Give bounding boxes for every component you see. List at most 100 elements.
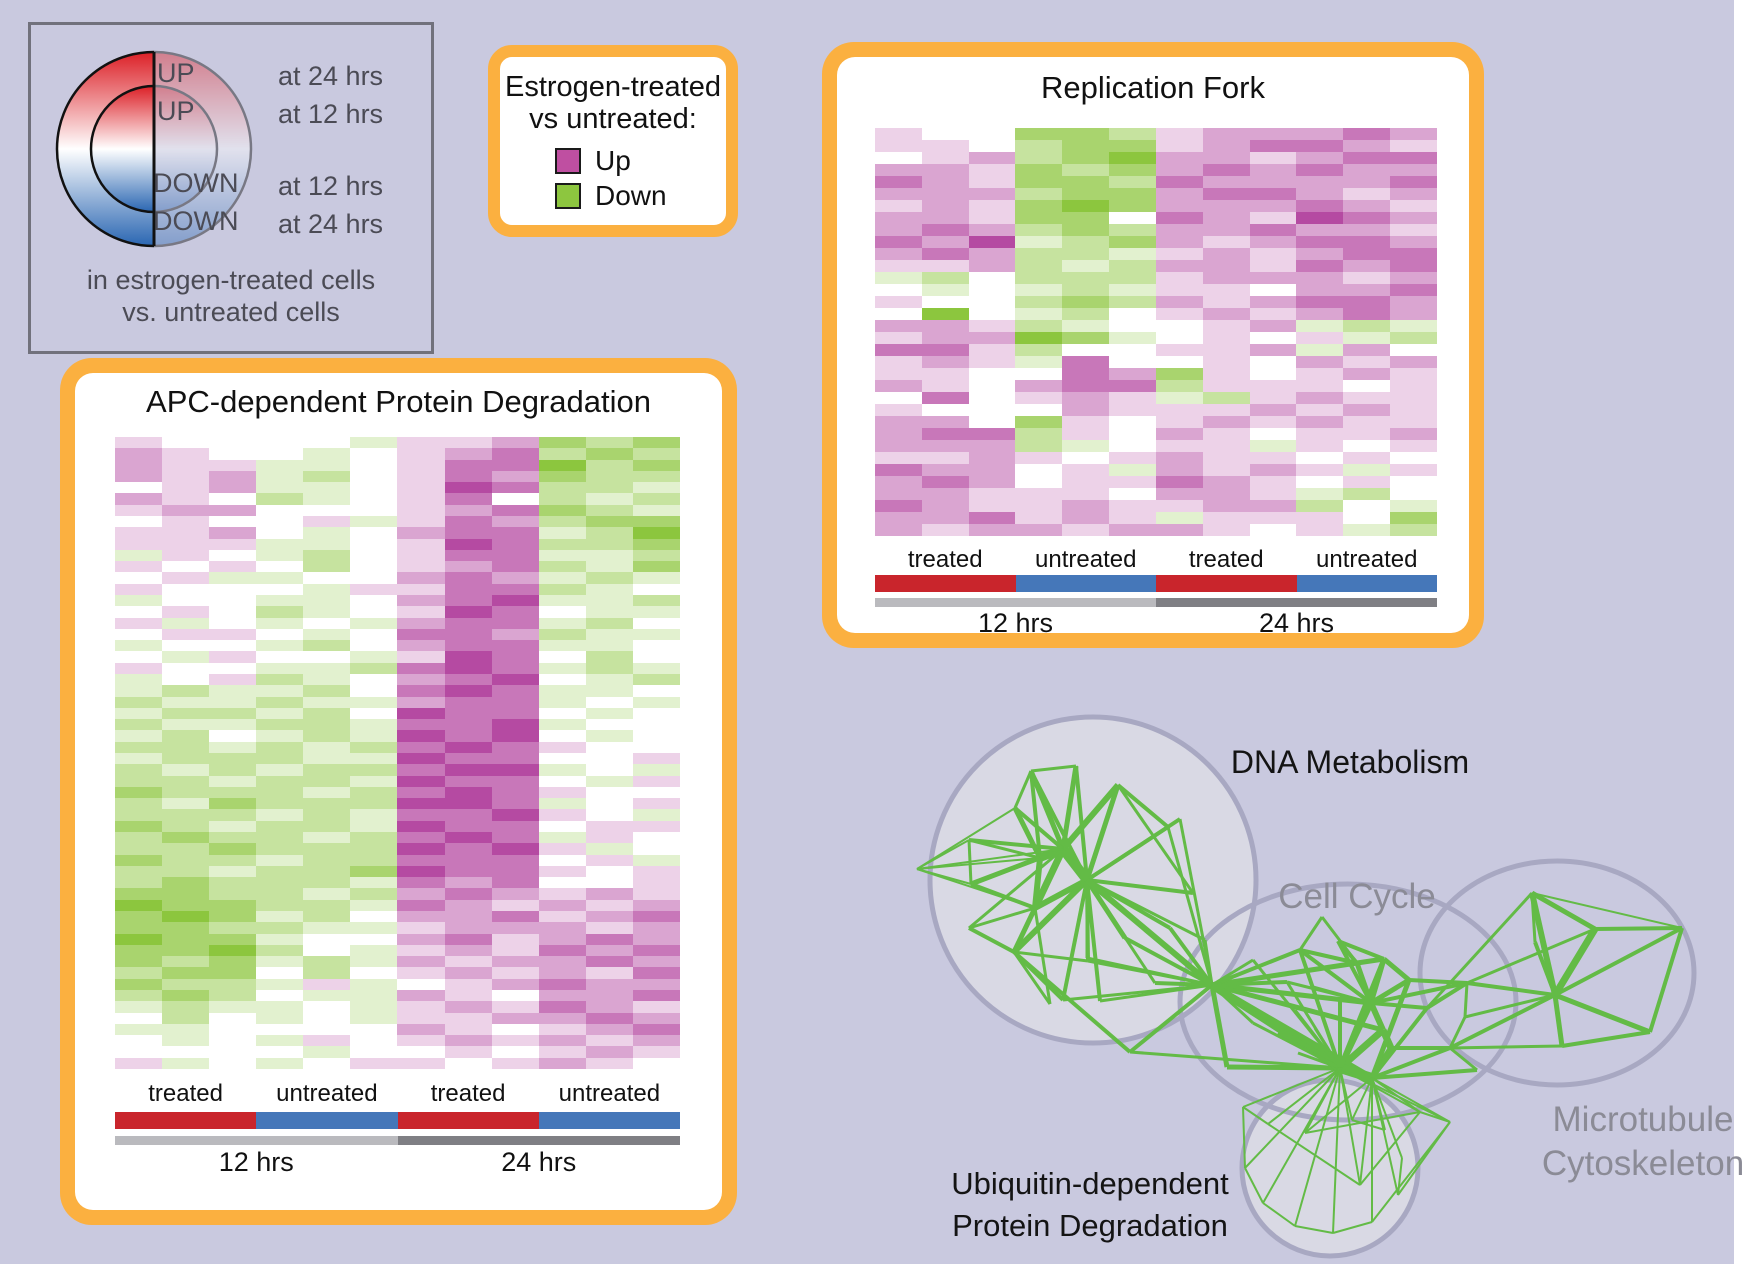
heatmap-cell (1343, 260, 1391, 272)
heatmap-cell (162, 989, 210, 1002)
heatmap-cell (1015, 488, 1063, 500)
heatmap-cell (162, 527, 210, 539)
group-label: treated (907, 546, 983, 573)
network-edge (1085, 879, 1102, 1002)
heatmap-cell (444, 673, 492, 686)
heatmap-cell (632, 1012, 680, 1024)
heatmap-cell (444, 843, 492, 855)
heatmap-cell (1390, 392, 1437, 404)
network-edge (1531, 892, 1683, 929)
heatmap-cell (491, 549, 539, 562)
heatmap-cell (491, 809, 539, 821)
heatmap-cell (397, 888, 445, 900)
heatmap-cell (1296, 200, 1344, 212)
heatmap-cell (1296, 356, 1344, 368)
heatmap-cell (1062, 404, 1110, 416)
heatmap-cell (303, 504, 351, 516)
heatmap-cell (397, 594, 445, 607)
heatmap-cell (1015, 512, 1063, 524)
network-edge (1425, 891, 1534, 1010)
heatmap-cell (1155, 524, 1203, 536)
heatmap-cell (1249, 284, 1297, 296)
dna-metabolism-label: DNA Metabolism (1230, 744, 1470, 780)
heatmap-cell (1249, 188, 1297, 200)
heatmap-cell (162, 538, 210, 550)
heatmap-cell (875, 428, 922, 440)
heatmap-cell (632, 459, 680, 471)
heatmap-cell (1202, 272, 1250, 284)
heatmap-cell (1155, 440, 1203, 452)
heatmap-cell (1202, 308, 1250, 320)
heatmap-cell (1390, 344, 1437, 356)
heatmap-cell (968, 368, 1016, 380)
heatmap-cell (115, 1035, 163, 1047)
network-edge (1211, 982, 1372, 1006)
hours-label: 24 hrs (501, 1147, 577, 1177)
heatmap-cell (921, 308, 969, 320)
heatmap-cell (1390, 380, 1437, 392)
heatmap-cell (491, 1057, 539, 1069)
heatmap-cell (538, 538, 586, 550)
heatmap-cell (350, 764, 398, 776)
heatmap-cell (162, 730, 210, 742)
heatmap-cell (115, 944, 163, 957)
heatmap-cell (444, 561, 492, 573)
heatmap-cell (968, 392, 1016, 404)
heatmap-cell (1296, 332, 1344, 344)
heatmap-cell (968, 308, 1016, 320)
heatmap-cell (1202, 344, 1250, 356)
heatmap-cell (875, 224, 922, 236)
heatmap-cell (256, 899, 304, 911)
heatmap-cell (1249, 428, 1297, 440)
heatmap-cell (585, 1001, 633, 1013)
group-label: treated (430, 1080, 506, 1107)
heatmap-cell (303, 730, 351, 742)
apc-hours-bar (115, 1136, 680, 1145)
network-edge (1267, 1123, 1361, 1186)
heatmap-cell (538, 967, 586, 979)
heatmap-cell (632, 504, 680, 516)
network-edge (1012, 806, 1043, 860)
heatmap-cell (538, 752, 586, 765)
heatmap-cell (491, 493, 539, 505)
heatmap-cell (397, 967, 445, 979)
heatmap-cell (1296, 164, 1344, 176)
group-label: treated (148, 1080, 223, 1107)
hours-label: 12 hrs (977, 608, 1054, 638)
heatmap-cell (115, 504, 163, 516)
heatmap-cell (350, 1023, 398, 1036)
heatmap-cell (1202, 320, 1250, 332)
heatmap-cell (491, 786, 539, 799)
heatmap-cell (585, 978, 633, 990)
heatmap-cell (1343, 188, 1391, 200)
network-edge (1408, 978, 1468, 985)
heatmap-cell (538, 594, 586, 607)
heatmap-cell (491, 459, 539, 471)
replication-fork-title: Replication Fork (1041, 70, 1265, 105)
heatmap-cell (1109, 236, 1156, 248)
apc-panel: APC-dependent Protein Degradation treate… (60, 358, 737, 1225)
heatmap-cell (115, 515, 163, 528)
heatmap-cell (444, 617, 492, 629)
heatmap-cell (491, 707, 539, 720)
heatmap-cell (1390, 140, 1437, 152)
heatmap-cell (632, 741, 680, 753)
heatmap-cell (350, 944, 398, 957)
heatmap-cell (1343, 404, 1391, 416)
heatmap-cell (1202, 356, 1250, 368)
untreated-bar-segment (256, 1112, 398, 1129)
heatmap-cell (538, 572, 586, 584)
heatmap-cell (397, 561, 445, 573)
heatmap-cell (115, 933, 163, 945)
heatmap-cell (1296, 284, 1344, 296)
heatmap-cell (585, 989, 633, 1002)
heatmap-cell (921, 152, 969, 164)
heatmap-cell (632, 922, 680, 934)
heatmap-cell (444, 527, 492, 539)
heatmap-cell (491, 685, 539, 697)
heatmap-cell (632, 798, 680, 810)
heatmap-cell (921, 188, 969, 200)
heatmap-cell (397, 470, 445, 483)
heatmap-cell (303, 470, 351, 483)
heatmap-cell (585, 933, 633, 945)
